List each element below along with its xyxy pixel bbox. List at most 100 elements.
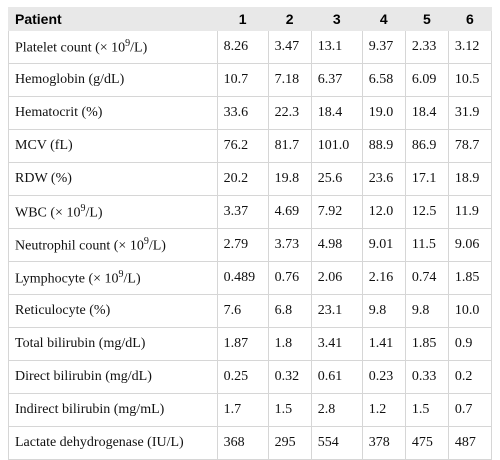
cell-value: 378 [361,426,406,460]
row-label: Lymphocyte (× 109/L) [8,261,218,295]
label-text: /L) [123,271,141,287]
cell-value: 23.1 [310,294,363,328]
header-row: Patient 1 2 3 4 5 6 [8,7,493,31]
cell-value: 6.37 [310,63,363,97]
cell-value: 12.0 [361,195,406,229]
cell-value: 2.79 [216,228,269,262]
table-row: Hematocrit (%) 33.6 22.3 18.4 19.0 18.4 31.9 [8,96,493,130]
cell-value: 295 [267,426,312,460]
cell-value: 0.74 [404,261,449,295]
patient-number: 1 [216,7,269,31]
cell-value: 2.33 [404,30,449,64]
row-label: Lactate dehydrogenase (IU/L) [8,426,218,460]
patient-number: 4 [361,7,406,31]
cell-value: 2.16 [361,261,406,295]
cell-value: 31.9 [447,96,493,130]
table-body: Platelet count (× 109/L) 8.26 3.47 13.1 9.37… [8,30,493,460]
row-label: Direct bilirubin (mg/dL) [8,360,218,394]
superscript: 9 [125,37,131,49]
table-row: Lymphocyte (× 109/L) 0.489 0.76 2.06 2.16 0.7… [8,261,493,295]
cell-value: 81.7 [267,129,312,163]
cell-value: 487 [447,426,493,460]
cell-value: 0.33 [404,360,449,394]
cell-value: 4.69 [267,195,312,229]
cell-value: 9.01 [361,228,406,262]
row-label: WBC (× 109/L) [8,195,218,229]
label-text: Direct bilirubin (mg/dL) [15,369,152,384]
patient-number: 2 [267,7,312,31]
label-text: Indirect bilirubin (mg/mL) [15,402,165,417]
row-label: RDW (%) [8,162,218,196]
cell-value: 11.9 [447,195,493,229]
label-text: MCV (fL) [15,138,73,153]
cell-value: 12.5 [404,195,449,229]
label-text: /L) [148,238,166,254]
cell-value: 9.8 [404,294,449,328]
cell-value: 33.6 [216,96,269,130]
label-text: Lymphocyte (× 10 [15,271,119,287]
table-row: WBC (× 109/L) 3.37 4.69 7.92 12.0 12.5 11.9 [8,195,493,229]
cell-value: 86.9 [404,129,449,163]
cell-value: 0.489 [216,261,269,295]
cell-value: 1.2 [361,393,406,427]
cell-value: 22.3 [267,96,312,130]
header-label: Patient [8,7,218,31]
cell-value: 1.7 [216,393,269,427]
cell-value: 7.18 [267,63,312,97]
cell-value: 6.58 [361,63,406,97]
label-text: RDW (%) [15,171,72,186]
cell-value: 1.5 [404,393,449,427]
table-row: Indirect bilirubin (mg/mL) 1.7 1.5 2.8 1.2 1.… [8,393,493,427]
table-header: Patient 1 2 3 4 5 6 [8,7,493,31]
cell-value: 10.5 [447,63,493,97]
cell-value: 4.98 [310,228,363,262]
table-row: Reticulocyte (%) 7.6 6.8 23.1 9.8 9.8 10.0 [8,294,493,328]
cell-value: 3.12 [447,30,493,64]
row-label: Hematocrit (%) [8,96,218,130]
cell-value: 475 [404,426,449,460]
row-label: Neutrophil count (× 109/L) [8,228,218,262]
cell-value: 3.47 [267,30,312,64]
cell-value: 0.25 [216,360,269,394]
cell-value: 3.37 [216,195,269,229]
cell-value: 6.8 [267,294,312,328]
superscript: 9 [80,202,86,214]
table-row: Lactate dehydrogenase (IU/L) 368 295 554 378… [8,426,493,460]
table-row: Platelet count (× 109/L) 8.26 3.47 13.1 9.37… [8,30,493,64]
table-row: Hemoglobin (g/dL) 10.7 7.18 6.37 6.58 6.09 10.… [8,63,493,97]
cell-value: 3.73 [267,228,312,262]
row-label: Indirect bilirubin (mg/mL) [8,393,218,427]
cell-value: 0.9 [447,327,493,361]
row-label: Total bilirubin (mg/dL) [8,327,218,361]
cell-value: 7.92 [310,195,363,229]
row-label: Hemoglobin (g/dL) [8,63,218,97]
cell-value: 10.7 [216,63,269,97]
table-row: Neutrophil count (× 109/L) 2.79 3.73 4.98 9.… [8,228,493,262]
table-row: Total bilirubin (mg/dL) 1.87 1.8 3.41 1.41 1.… [8,327,493,361]
cell-value: 18.9 [447,162,493,196]
cell-value: 1.8 [267,327,312,361]
cell-value: 9.06 [447,228,493,262]
cell-value: 0.23 [361,360,406,394]
cell-value: 0.76 [267,261,312,295]
cell-value: 18.4 [404,96,449,130]
cell-value: 78.7 [447,129,493,163]
label-text: WBC (× 10 [15,205,81,221]
patient-number: 3 [310,7,363,31]
cell-value: 19.8 [267,162,312,196]
cell-value: 25.6 [310,162,363,196]
cell-value: 23.6 [361,162,406,196]
table-row: MCV (fL) 76.2 81.7 101.0 88.9 86.9 78.7 [8,129,493,163]
cell-value: 9.37 [361,30,406,64]
label-text: Total bilirubin (mg/dL) [15,336,146,351]
label-text: Reticulocyte (%) [15,303,111,318]
cell-value: 10.0 [447,294,493,328]
label-text: Lactate dehydrogenase (IU/L) [15,435,184,450]
page: Patient 1 2 3 4 5 6 Platelet count (× 109/L) 8.… [8,7,493,460]
superscript: 9 [118,268,124,280]
cell-value: 20.2 [216,162,269,196]
cell-value: 76.2 [216,129,269,163]
cell-value: 8.26 [216,30,269,64]
patient-number: 6 [447,7,493,31]
label-text: Hemoglobin (g/dL) [15,72,125,87]
